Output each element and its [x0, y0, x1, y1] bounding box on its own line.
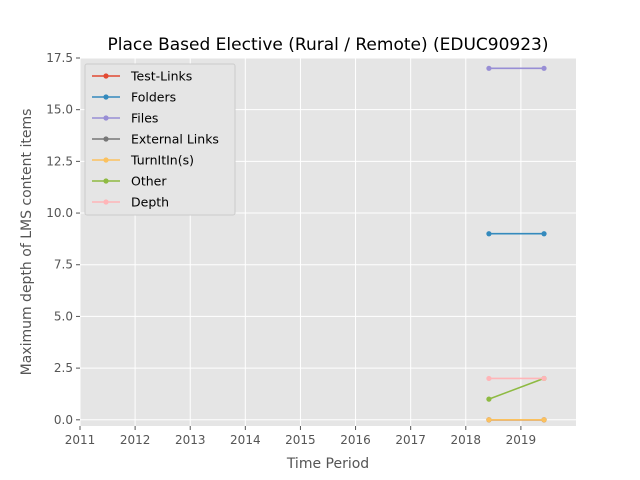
x-tick-label: 2012	[120, 433, 151, 447]
legend-item: TurnItIn(s)	[92, 153, 194, 168]
x-tick-label: 2019	[506, 433, 537, 447]
legend-item: Other	[92, 174, 167, 189]
legend-item: Test-Links	[92, 69, 192, 84]
legend-label: Other	[131, 174, 167, 189]
data-point	[486, 375, 492, 382]
legend-item: Depth	[92, 195, 169, 210]
data-point	[541, 65, 547, 71]
y-tick-label: 10.0	[46, 206, 73, 220]
y-tick-label: 2.5	[54, 361, 73, 375]
series-line	[488, 377, 545, 400]
legend-marker	[103, 136, 109, 142]
legend-label: Files	[131, 111, 158, 126]
series-turnitin-s	[486, 417, 547, 423]
x-tick-label: 2015	[285, 433, 316, 447]
x-tick-label: 2014	[230, 433, 261, 447]
x-axis-label: Time Period	[286, 456, 369, 472]
data-point	[541, 375, 547, 382]
y-axis: 0.0 2.5 5.0 7.5 10.0 12.5 15.0 17.5	[46, 51, 80, 427]
data-point	[541, 231, 547, 237]
y-tick-label: 17.5	[46, 51, 73, 65]
data-point	[486, 65, 492, 71]
legend: Test-Links Folders Files External Links Turn…	[84, 63, 236, 216]
y-tick-label: 15.0	[46, 103, 73, 117]
x-tick-label: 2013	[175, 433, 206, 447]
legend-item: Files	[92, 111, 158, 126]
legend-label: TurnItIn(s)	[130, 153, 194, 168]
y-axis-label: Maximum depth of LMS content items	[19, 109, 35, 376]
legend-marker	[103, 157, 109, 163]
x-tick-label: 2018	[451, 433, 482, 447]
legend-marker	[103, 178, 109, 184]
data-point	[541, 417, 547, 423]
x-tick-label: 2011	[65, 433, 96, 447]
legend-marker	[103, 115, 109, 121]
series-files	[486, 65, 547, 71]
legend-item: External Links	[92, 132, 219, 147]
x-axis: 2011 2012 2013 2014 2015 2016 2017 2018 2019	[65, 426, 536, 447]
legend-label: Depth	[131, 195, 169, 210]
legend-label: Test-Links	[130, 69, 192, 84]
legend-item: Folders	[92, 90, 176, 105]
data-point	[486, 396, 492, 402]
legend-marker	[103, 73, 109, 79]
legend-marker	[103, 94, 109, 100]
chart-title: Place Based Elective (Rural / Remote) (E…	[107, 35, 548, 55]
x-tick-label: 2016	[340, 433, 371, 447]
y-tick-label: 0.0	[54, 413, 73, 427]
series-layer	[486, 65, 547, 423]
series-folders	[486, 231, 547, 237]
data-point	[486, 417, 492, 423]
legend-box	[84, 63, 236, 216]
legend-marker	[103, 199, 109, 205]
x-tick-label: 2017	[395, 433, 426, 447]
data-point	[486, 231, 492, 237]
y-tick-label: 7.5	[54, 258, 73, 272]
series-depth	[486, 375, 547, 382]
legend-label: External Links	[131, 132, 219, 147]
legend-label: Folders	[131, 90, 176, 105]
y-tick-label: 12.5	[46, 154, 73, 168]
y-tick-label: 5.0	[54, 309, 73, 323]
